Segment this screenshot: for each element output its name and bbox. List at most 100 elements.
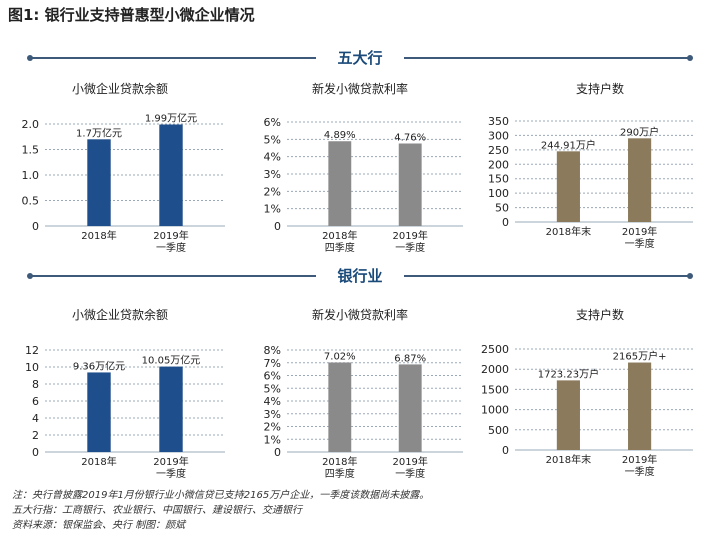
y-tick-label: 5% bbox=[264, 382, 281, 395]
x-tick-label: 2019年 bbox=[392, 455, 427, 468]
x-tick-label: 2019年 bbox=[153, 229, 188, 242]
x-tick-label: 一季度 bbox=[156, 467, 186, 480]
x-tick-label: 一季度 bbox=[156, 241, 186, 254]
data-label: 6.87% bbox=[394, 353, 426, 364]
chart-title: 新发小微贷款利率 bbox=[311, 308, 408, 322]
x-tick-label: 四季度 bbox=[325, 241, 355, 254]
x-tick-label: 2018年 bbox=[81, 455, 116, 468]
data-label: 1.99万亿元 bbox=[145, 112, 197, 125]
x-tick-label: 一季度 bbox=[395, 241, 425, 254]
band-line-left bbox=[30, 57, 316, 59]
y-tick-label: 2500 bbox=[481, 343, 509, 356]
x-tick-label: 一季度 bbox=[395, 467, 425, 480]
footnote: 五大行指：工商银行、农业银行、中国银行、建设银行、交通银行 bbox=[12, 505, 302, 516]
data-label: 10.05万亿元 bbox=[142, 354, 201, 367]
bar bbox=[628, 362, 652, 450]
y-tick-label: 2 bbox=[32, 429, 39, 442]
y-tick-label: 0 bbox=[502, 444, 509, 457]
band-dot-right bbox=[687, 55, 693, 61]
data-label: 244.91万户 bbox=[541, 138, 596, 151]
data-label: 4.89% bbox=[324, 130, 356, 141]
y-tick-label: 1% bbox=[264, 203, 281, 216]
band-line-right bbox=[404, 57, 690, 59]
y-tick-label: 250 bbox=[488, 144, 509, 157]
y-tick-label: 8 bbox=[32, 378, 39, 391]
y-tick-label: 2% bbox=[264, 421, 281, 434]
y-tick-label: 150 bbox=[488, 173, 509, 186]
y-tick-label: 12 bbox=[25, 344, 39, 357]
x-tick-label: 2018年 bbox=[81, 229, 116, 242]
x-tick-label: 一季度 bbox=[625, 237, 655, 250]
y-tick-label: 4% bbox=[264, 151, 281, 164]
y-tick-label: 0 bbox=[274, 220, 281, 233]
data-label: 1723.23万户 bbox=[538, 367, 599, 380]
band-line-right bbox=[404, 275, 690, 277]
section-label: 五大行 bbox=[337, 49, 383, 67]
bar bbox=[159, 366, 183, 452]
y-tick-label: 10 bbox=[25, 361, 39, 374]
data-label: 1.7万亿元 bbox=[76, 126, 122, 139]
data-label: 290万户 bbox=[620, 125, 659, 138]
data-label: 9.36万亿元 bbox=[73, 359, 125, 372]
figure-title: 图1: 银行业支持普惠型小微企业情况 bbox=[8, 6, 255, 24]
y-tick-label: 6% bbox=[264, 370, 281, 383]
chart-title: 小微企业贷款余额 bbox=[71, 82, 168, 96]
band-line-left bbox=[30, 275, 316, 277]
bar bbox=[159, 124, 183, 226]
x-tick-label: 2018年末 bbox=[546, 225, 591, 238]
y-tick-label: 200 bbox=[488, 158, 509, 171]
y-tick-label: 8% bbox=[264, 344, 281, 357]
y-tick-label: 1500 bbox=[481, 383, 509, 396]
y-tick-label: 300 bbox=[488, 129, 509, 142]
y-tick-label: 7% bbox=[264, 357, 281, 370]
bar bbox=[328, 362, 352, 452]
y-tick-label: 3% bbox=[264, 168, 281, 181]
x-tick-label: 2019年 bbox=[153, 455, 188, 468]
x-tick-label: 2018年末 bbox=[546, 453, 591, 466]
y-tick-label: 1.0 bbox=[22, 169, 40, 182]
bar bbox=[556, 151, 580, 222]
footnote: 注：央行曾披露2019年1月份银行业小微信贷已支持2165万户企业，一季度该数据… bbox=[12, 490, 430, 501]
chart-title: 小微企业贷款余额 bbox=[71, 308, 168, 322]
bar bbox=[556, 380, 580, 450]
y-tick-label: 0 bbox=[502, 216, 509, 229]
y-tick-label: 2000 bbox=[481, 363, 509, 376]
y-tick-label: 5% bbox=[264, 133, 281, 146]
x-tick-label: 2019年 bbox=[392, 229, 427, 242]
data-label: 4.76% bbox=[394, 132, 426, 143]
y-tick-label: 0 bbox=[274, 446, 281, 459]
chart-title: 支持户数 bbox=[575, 82, 624, 96]
y-tick-label: 0.5 bbox=[22, 195, 40, 208]
x-tick-label: 2018年 bbox=[322, 455, 357, 468]
x-tick-label: 2019年 bbox=[622, 225, 657, 238]
y-tick-label: 500 bbox=[488, 424, 509, 437]
band-dot-right bbox=[687, 273, 693, 279]
x-tick-label: 2018年 bbox=[322, 229, 357, 242]
y-tick-label: 50 bbox=[495, 202, 509, 215]
data-label: 2165万户+ bbox=[613, 350, 667, 363]
y-tick-label: 6 bbox=[32, 395, 39, 408]
y-tick-label: 6% bbox=[264, 116, 281, 129]
y-tick-label: 4% bbox=[264, 395, 281, 408]
y-tick-label: 350 bbox=[488, 115, 509, 128]
y-tick-label: 1.5 bbox=[22, 144, 40, 157]
bar bbox=[628, 138, 652, 222]
y-tick-label: 1% bbox=[264, 433, 281, 446]
y-tick-label: 2% bbox=[264, 185, 281, 198]
y-tick-label: 3% bbox=[264, 408, 281, 421]
x-tick-label: 四季度 bbox=[325, 467, 355, 480]
x-tick-label: 2019年 bbox=[622, 453, 657, 466]
y-tick-label: 2.0 bbox=[22, 118, 40, 131]
bar bbox=[87, 139, 111, 226]
y-tick-label: 100 bbox=[488, 187, 509, 200]
x-tick-label: 一季度 bbox=[625, 465, 655, 478]
y-tick-label: 4 bbox=[32, 412, 39, 425]
bar bbox=[398, 364, 422, 452]
section-label: 银行业 bbox=[337, 267, 383, 285]
chart-title: 支持户数 bbox=[575, 308, 624, 322]
y-tick-label: 0 bbox=[32, 446, 39, 459]
y-tick-label: 1000 bbox=[481, 404, 509, 417]
footnote: 资料来源：银保监会、央行 制图：颜斌 bbox=[12, 520, 186, 531]
bar bbox=[87, 372, 111, 452]
